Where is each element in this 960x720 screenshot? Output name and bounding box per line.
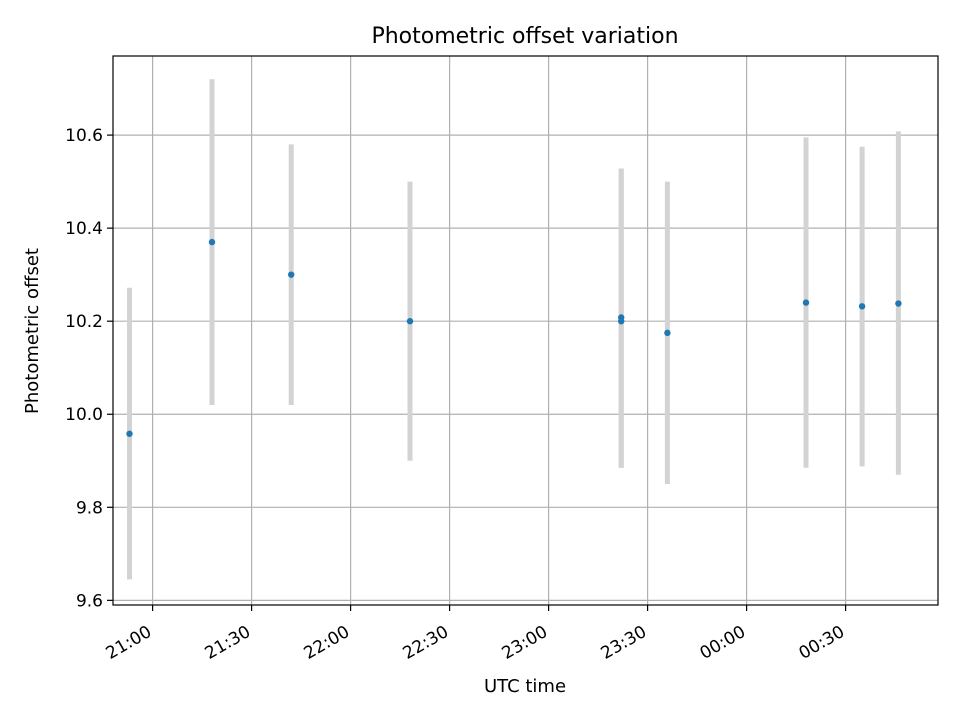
y-axis-ticks: 9.6 9.8 10.0 10.2 10.4 10.6: [65, 126, 113, 611]
data-point: [126, 430, 133, 437]
data-point: [802, 299, 810, 306]
data-point: [208, 238, 216, 246]
y-tick-label: 10.0: [65, 405, 103, 425]
chart-title: Photometric offset variation: [371, 24, 678, 49]
y-axis-label: Photometric offset: [22, 248, 43, 414]
data-point: [895, 300, 902, 307]
data-point: [288, 271, 295, 278]
y-tick-label: 10.4: [65, 219, 103, 239]
x-axis-label: UTC time: [484, 676, 566, 697]
data-point: [618, 314, 625, 321]
grid: [113, 56, 938, 605]
data-point: [664, 329, 671, 337]
data-point: [406, 317, 414, 325]
y-tick-label: 9.8: [76, 498, 103, 518]
y-tick-label: 9.6: [76, 591, 103, 611]
plot-frame: [112, 55, 939, 606]
y-tick-label: 10.6: [65, 126, 103, 146]
data-point: [858, 303, 866, 310]
y-tick-label: 10.2: [65, 312, 103, 332]
data-points: [126, 238, 902, 437]
